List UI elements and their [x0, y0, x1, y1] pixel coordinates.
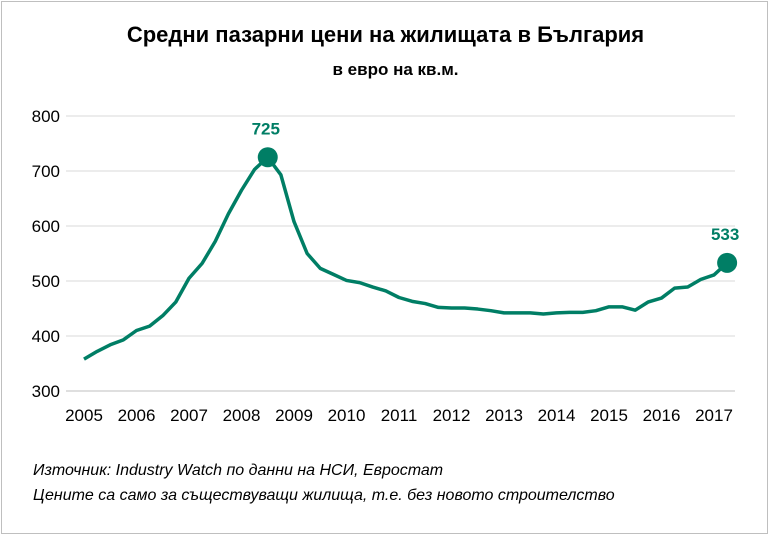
y-tick-label: 400 [32, 327, 60, 346]
source-note: Източник: Industry Watch по данни на НСИ… [33, 462, 444, 479]
y-tick-label: 800 [32, 107, 60, 126]
chart-title: Средни пазарни цени на жилищата в Българ… [126, 22, 645, 47]
data-point-marker [257, 147, 278, 168]
x-tick-label: 2017 [695, 406, 733, 425]
x-tick-label: 2007 [170, 406, 208, 425]
x-tick-label: 2008 [223, 406, 261, 425]
x-tick-label: 2006 [118, 406, 156, 425]
x-tick-label: 2016 [643, 406, 681, 425]
x-tick-label: 2005 [65, 406, 103, 425]
data-point-marker [717, 252, 738, 273]
x-tick-label: 2009 [275, 406, 313, 425]
y-tick-label: 500 [32, 272, 60, 291]
x-tick-label: 2012 [433, 406, 471, 425]
chart-subtitle: в евро на кв.м. [332, 60, 459, 79]
footnote: Цените са само за съществуващи жилища, т… [33, 487, 615, 504]
y-tick-label: 600 [32, 217, 60, 236]
series-line [83, 155, 729, 361]
x-tick-label: 2010 [328, 406, 366, 425]
data-label: 533 [711, 225, 739, 244]
data-label: 725 [252, 119, 280, 138]
y-tick-label: 300 [32, 382, 60, 401]
x-tick-label: 2014 [538, 406, 576, 425]
x-tick-label: 2015 [590, 406, 628, 425]
x-tick-label: 2011 [381, 406, 418, 425]
y-tick-label: 700 [32, 162, 60, 181]
x-tick-label: 2013 [485, 406, 523, 425]
